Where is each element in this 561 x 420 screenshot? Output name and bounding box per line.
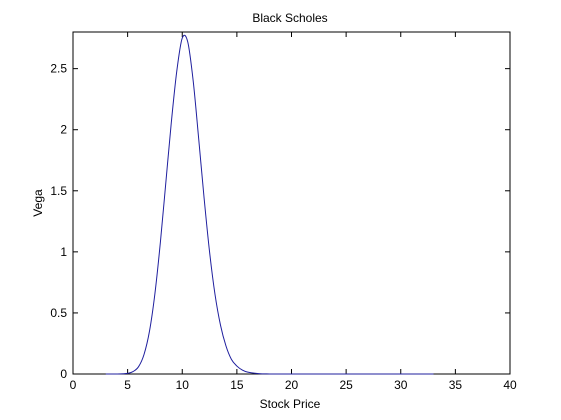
- y-tick-label: 2: [60, 123, 67, 137]
- x-tick-label: 35: [449, 378, 463, 392]
- y-tick-label: 2.5: [50, 62, 67, 76]
- x-tick-label: 0: [70, 378, 77, 392]
- x-tick-label: 40: [503, 378, 517, 392]
- x-axis-ticks: 0 5 10 15 20 25 30 35 40: [70, 32, 517, 392]
- plot-area: 0 5 10 15 20 25 30 35 40 0 0.5 1 1.5 2 2.5: [50, 31, 517, 392]
- series-line-0: [105, 34, 434, 375]
- y-tick-label: 1: [60, 245, 67, 259]
- y-axis-ticks: 0 0.5 1 1.5 2 2.5: [50, 62, 510, 381]
- x-tick-label: 15: [230, 378, 244, 392]
- y-axis-label: Vega: [31, 189, 45, 217]
- x-tick-label: 30: [394, 378, 408, 392]
- y-tick-label: 1.5: [50, 184, 67, 198]
- series-layer: [105, 34, 434, 375]
- chart-title: Black Scholes: [252, 11, 327, 25]
- x-tick-label: 10: [176, 378, 190, 392]
- y-tick-label: 0: [60, 367, 67, 381]
- y-tick-label: 0.5: [50, 306, 67, 320]
- x-tick-label: 25: [339, 378, 353, 392]
- axes-box: [72, 31, 511, 375]
- x-axis-label: Stock Price: [260, 397, 321, 411]
- x-tick-label: 5: [124, 378, 131, 392]
- x-tick-label: 20: [285, 378, 299, 392]
